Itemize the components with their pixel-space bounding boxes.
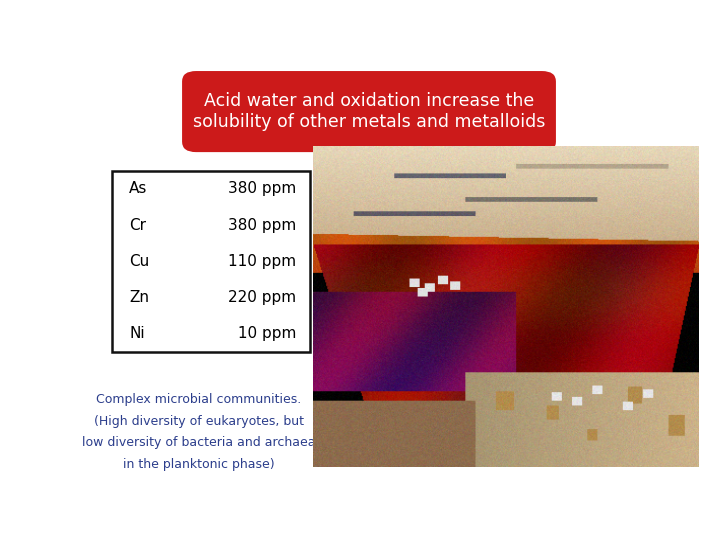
Text: in the planktonic phase): in the planktonic phase): [123, 458, 274, 471]
FancyBboxPatch shape: [112, 171, 310, 352]
Text: 110 ppm: 110 ppm: [228, 254, 297, 269]
Text: 380 ppm: 380 ppm: [228, 181, 297, 197]
Text: Cr: Cr: [129, 218, 146, 233]
Text: Ni: Ni: [129, 326, 145, 341]
Text: solubility of other metals and metalloids: solubility of other metals and metalloid…: [193, 113, 545, 131]
Text: 10 ppm: 10 ppm: [233, 326, 297, 341]
Text: Complex microbial communities.: Complex microbial communities.: [96, 393, 302, 406]
Text: 380 ppm: 380 ppm: [228, 218, 297, 233]
Text: low diversity of bacteria and archaea: low diversity of bacteria and archaea: [82, 436, 315, 449]
Text: (High diversity of eukaryotes, but: (High diversity of eukaryotes, but: [94, 415, 304, 428]
Text: Cu: Cu: [129, 254, 149, 269]
FancyBboxPatch shape: [182, 71, 556, 152]
Text: 220 ppm: 220 ppm: [228, 290, 297, 305]
Text: Zn: Zn: [129, 290, 149, 305]
Text: As: As: [129, 181, 148, 197]
Text: Acid water and oxidation increase the: Acid water and oxidation increase the: [204, 92, 534, 110]
